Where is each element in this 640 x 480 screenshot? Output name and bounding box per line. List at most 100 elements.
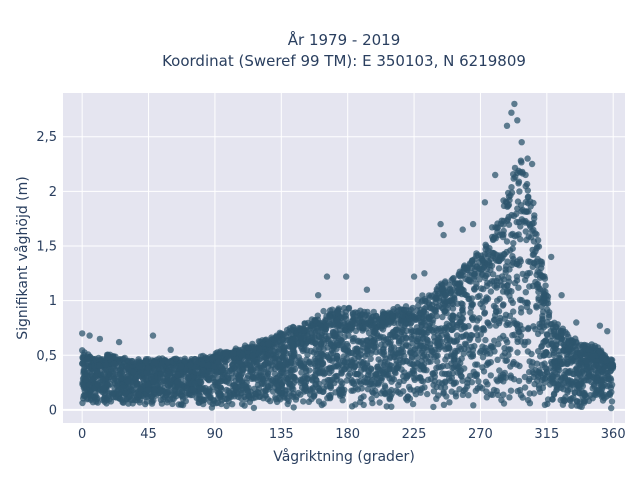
data-point <box>301 388 308 395</box>
data-point <box>515 284 522 291</box>
data-point <box>132 375 140 382</box>
data-point <box>530 199 537 207</box>
data-point <box>395 307 402 314</box>
data-point <box>371 380 379 387</box>
data-point <box>465 392 472 399</box>
data-point <box>145 364 152 372</box>
data-point <box>381 390 388 397</box>
data-point <box>521 219 529 226</box>
data-point <box>398 366 405 373</box>
data-point <box>263 372 271 379</box>
data-point <box>420 361 427 368</box>
data-point <box>459 306 466 314</box>
outlier-point <box>421 270 428 277</box>
data-point <box>201 396 208 404</box>
data-point <box>355 353 362 360</box>
data-point <box>306 391 314 398</box>
data-point <box>202 354 209 361</box>
data-point <box>606 382 613 389</box>
data-point <box>494 297 501 304</box>
data-point <box>465 322 472 330</box>
data-point <box>547 375 554 382</box>
y-tick-label: 0 <box>49 403 57 418</box>
data-point <box>418 342 425 349</box>
data-point <box>572 335 579 342</box>
data-point <box>522 171 529 179</box>
data-point <box>563 383 571 390</box>
data-point <box>400 306 408 314</box>
data-point <box>145 386 152 394</box>
data-point <box>517 391 525 399</box>
data-point <box>277 369 284 376</box>
data-point <box>451 338 458 345</box>
data-point <box>411 376 418 384</box>
data-point <box>192 358 199 365</box>
data-point <box>432 325 439 332</box>
data-point <box>479 385 486 392</box>
data-point <box>381 358 388 365</box>
data-point <box>217 384 224 391</box>
data-point <box>576 349 584 356</box>
data-point <box>333 372 340 380</box>
data-point <box>370 308 377 316</box>
data-point <box>318 329 326 336</box>
outlier-point <box>315 292 322 299</box>
data-point <box>459 315 466 323</box>
data-point <box>428 348 436 355</box>
data-point <box>539 312 546 319</box>
data-point <box>292 396 300 403</box>
data-point <box>241 381 248 389</box>
data-point <box>334 352 341 360</box>
data-point <box>368 395 375 403</box>
data-point <box>314 367 321 374</box>
data-point <box>230 382 238 389</box>
data-point <box>84 370 91 377</box>
data-point <box>494 257 502 264</box>
data-point <box>360 378 368 385</box>
data-point <box>301 327 308 334</box>
data-point <box>473 280 480 288</box>
data-point <box>450 274 457 282</box>
data-point <box>208 404 216 411</box>
data-point <box>509 245 516 252</box>
data-point <box>482 336 489 344</box>
data-point <box>459 301 466 308</box>
y-tick-label: 1 <box>49 294 57 309</box>
data-point <box>260 395 267 402</box>
data-point <box>197 379 204 386</box>
data-point <box>279 331 286 338</box>
data-point <box>516 296 524 303</box>
data-point <box>510 212 518 220</box>
data-point <box>398 325 405 333</box>
data-point <box>433 312 440 320</box>
data-point <box>199 360 206 368</box>
data-point <box>599 397 607 404</box>
data-point <box>535 283 542 291</box>
x-tick-label: 0 <box>78 427 86 442</box>
data-point <box>608 404 615 412</box>
data-point <box>506 394 513 401</box>
data-point <box>440 401 448 408</box>
data-point <box>192 368 199 376</box>
data-point <box>208 354 215 362</box>
data-point <box>439 362 447 370</box>
data-point <box>394 389 402 396</box>
data-point <box>199 367 207 375</box>
data-point <box>517 236 524 243</box>
data-point <box>483 282 491 290</box>
data-point <box>344 359 351 366</box>
data-point <box>508 288 515 295</box>
data-point <box>118 364 125 371</box>
data-point <box>275 385 282 392</box>
data-point <box>135 356 142 363</box>
data-point <box>513 320 521 327</box>
data-point <box>430 381 437 389</box>
data-point <box>487 359 494 366</box>
data-point <box>500 197 507 204</box>
data-point <box>588 341 595 348</box>
data-point <box>411 345 419 352</box>
outlier-point <box>363 286 371 293</box>
data-point <box>600 366 607 374</box>
data-point <box>388 403 395 410</box>
data-point <box>488 344 496 351</box>
